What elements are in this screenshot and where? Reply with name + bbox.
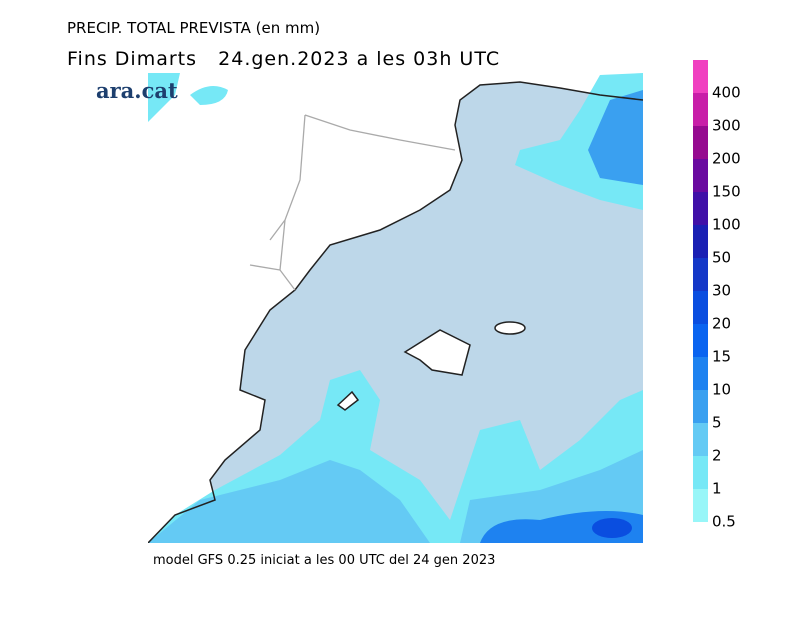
color-box	[693, 93, 708, 126]
color-box	[693, 192, 708, 225]
precip-ne2	[588, 90, 643, 185]
level-label: 15	[712, 348, 731, 366]
precip-nw	[148, 73, 228, 168]
level-label: 50	[712, 249, 731, 267]
level-label: 10	[712, 381, 731, 399]
colorbar: 0.5 1 2 5 10 15 20 30 50 100 150 200 300 400	[693, 60, 741, 531]
subtitle: Fins Dimarts 24.gen.2023 a les 03h UTC	[67, 48, 500, 70]
mallorca	[403, 329, 471, 376]
menorca	[494, 321, 526, 335]
color-box	[693, 159, 708, 192]
color-box	[693, 423, 708, 456]
ibiza	[336, 390, 360, 411]
color-box	[693, 225, 708, 258]
level-label: 2	[712, 447, 722, 465]
level-label: 300	[712, 117, 741, 135]
level-label: 1	[712, 480, 722, 498]
logo: ara.cat	[96, 78, 178, 103]
level-label: 150	[712, 183, 741, 201]
level-label: 5	[712, 414, 722, 432]
color-box	[693, 456, 708, 489]
color-box	[693, 357, 708, 390]
color-box	[693, 489, 708, 522]
color-box	[693, 291, 708, 324]
color-box	[693, 324, 708, 357]
color-box	[693, 126, 708, 159]
borders	[249, 114, 456, 291]
map	[148, 73, 643, 543]
level-label: 20	[712, 315, 731, 333]
color-box	[693, 258, 708, 291]
title: PRECIP. TOTAL PREVISTA (en mm)	[67, 19, 320, 37]
level-label: 100	[712, 216, 741, 234]
level-label: 400	[712, 84, 741, 102]
footer: model GFS 0.25 iniciat a les 00 UTC del …	[153, 553, 495, 568]
level-label: 0.5	[712, 513, 736, 531]
color-box	[693, 390, 708, 423]
level-label: 200	[712, 150, 741, 168]
coastline	[148, 81, 643, 543]
color-box	[693, 60, 708, 93]
precip-core	[592, 518, 632, 538]
land	[148, 73, 643, 543]
level-label: 30	[712, 282, 731, 300]
